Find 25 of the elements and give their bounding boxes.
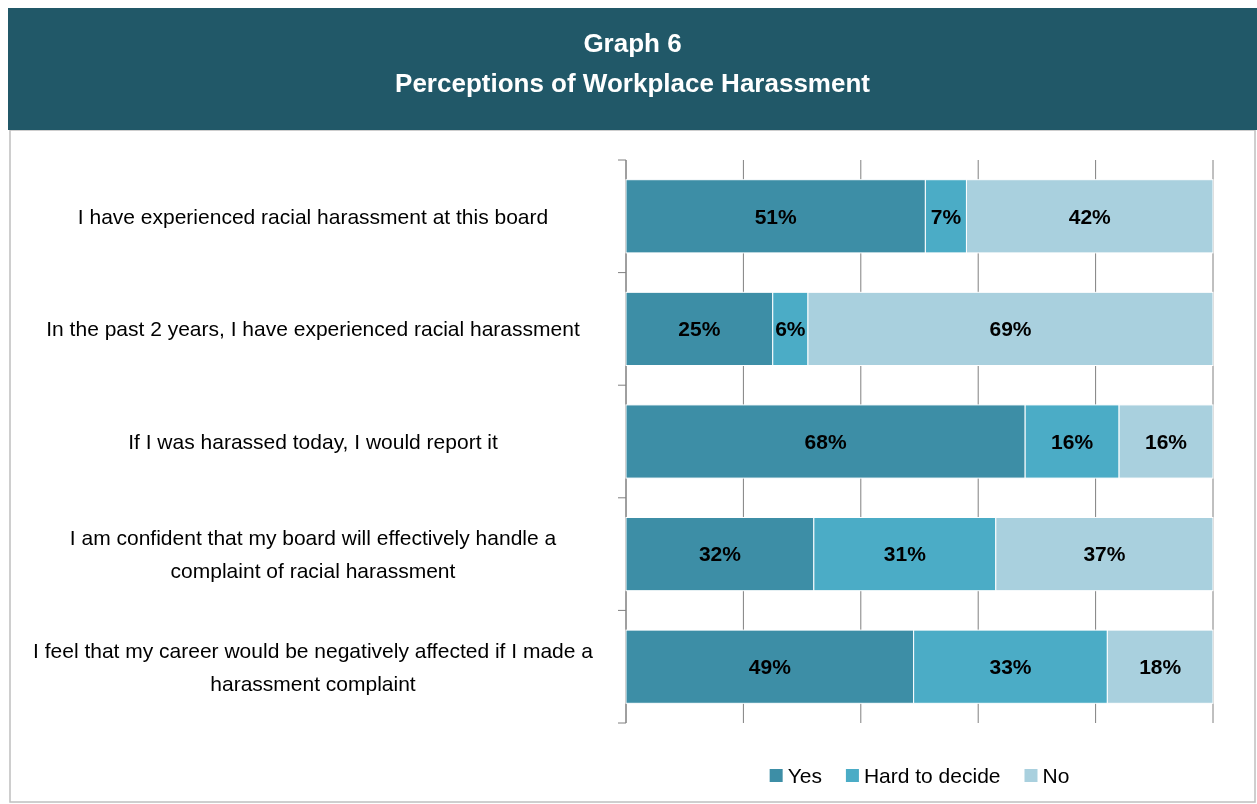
- data-label: 42%: [1068, 204, 1112, 228]
- y-tick-label: I am confident that my board will effectively handle a complaint of racial harassment: [69, 525, 557, 582]
- data-label: 16%: [1051, 429, 1094, 453]
- data-label: 18%: [1139, 655, 1182, 679]
- legend-label: No: [1042, 764, 1070, 788]
- chart-title: Graph 6: [583, 28, 682, 58]
- data-label: 51%: [754, 204, 798, 228]
- data-label: 32%: [698, 542, 742, 566]
- data-label: 25%: [678, 317, 721, 341]
- data-label: 69%: [989, 317, 1032, 341]
- chart-subtitle: Perceptions of Workplace Harassment: [395, 68, 871, 98]
- data-label: 6%: [775, 317, 806, 341]
- data-label: 7%: [930, 204, 962, 228]
- legend-label: Yes: [787, 764, 822, 788]
- data-label: 68%: [804, 429, 847, 453]
- y-tick-label: I have experienced racial harassment at this board: [77, 204, 549, 228]
- data-label: 16%: [1145, 429, 1188, 453]
- y-tick-label: I feel that my career would be negatively affected if I made a harassment complaint: [33, 638, 594, 695]
- data-label: 33%: [989, 655, 1032, 679]
- data-label: 37%: [1083, 542, 1126, 566]
- y-tick-label: In the past 2 years, I have experienced racial harassment: [46, 317, 580, 341]
- y-tick-label: If I was harassed today, I would report it: [128, 429, 498, 453]
- data-label: 49%: [748, 655, 792, 679]
- legend-label: Hard to decide: [863, 764, 1001, 788]
- data-label: 31%: [883, 542, 927, 566]
